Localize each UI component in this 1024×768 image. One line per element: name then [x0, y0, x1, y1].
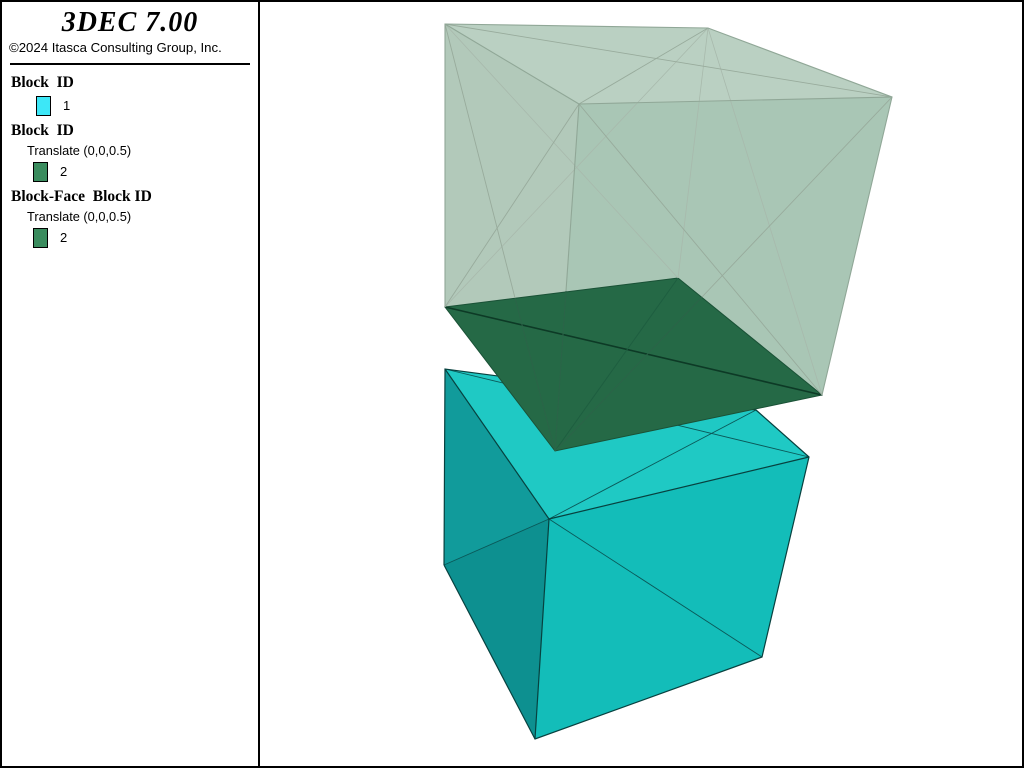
- block1-edges: [443, 368, 810, 740]
- block-face-diagonal-dark: [444, 306, 823, 396]
- block2-edges: [444, 23, 893, 452]
- swatch-label: 1: [63, 98, 71, 113]
- block-face-color-swatch: [33, 227, 48, 248]
- legend-heading: Block ID: [11, 122, 74, 139]
- legend-divider: [10, 63, 250, 65]
- block2-color-swatch: [33, 161, 48, 182]
- block-face-color-swatch-row: 2: [33, 227, 258, 248]
- block1-left-face-upper: [444, 369, 549, 565]
- block1-right-face: [535, 457, 809, 739]
- viewport-3d[interactable]: [262, 2, 1022, 766]
- legend-entry: 2: [33, 161, 258, 182]
- block2-outline: [444, 23, 893, 396]
- block2-top-face: [445, 24, 892, 104]
- legend-subtitle: Translate (0,0,0.5): [27, 143, 132, 158]
- block1-left-face-lower: [444, 519, 549, 739]
- legend: Block ID 1 Block ID Translate (0,0,0.5) …: [2, 74, 258, 248]
- legend-section-block-id-2: Block ID Translate (0,0,0.5) 2: [2, 122, 258, 182]
- legend-heading: Block ID: [11, 74, 74, 91]
- block1-color-swatch: [36, 95, 51, 116]
- block2-hidden-lines: [444, 23, 823, 396]
- legend-subtitle: Translate (0,0,0.5): [27, 209, 132, 224]
- model-scene: [443, 23, 893, 740]
- block2-face-diagonals: [444, 23, 893, 396]
- block-face-diagonal-faint: [554, 277, 679, 452]
- legend-sidebar: 3DEC 7.00 ©2024 Itasca Consulting Group,…: [2, 2, 260, 766]
- swatch-label: 2: [60, 230, 68, 245]
- legend-heading: Block-Face Block ID: [11, 188, 152, 205]
- legend-section-block-face: Block-Face Block ID Translate (0,0,0.5) …: [2, 188, 258, 248]
- block2-diagonals-over-face: [514, 290, 703, 452]
- legend-entry: 1: [36, 95, 258, 116]
- swatch-label: 2: [60, 164, 68, 179]
- copyright-text: ©2024 Itasca Consulting Group, Inc.: [9, 40, 222, 55]
- legend-section-block-id-1: Block ID 1: [2, 74, 258, 116]
- app-title: 3DEC 7.00: [61, 7, 199, 38]
